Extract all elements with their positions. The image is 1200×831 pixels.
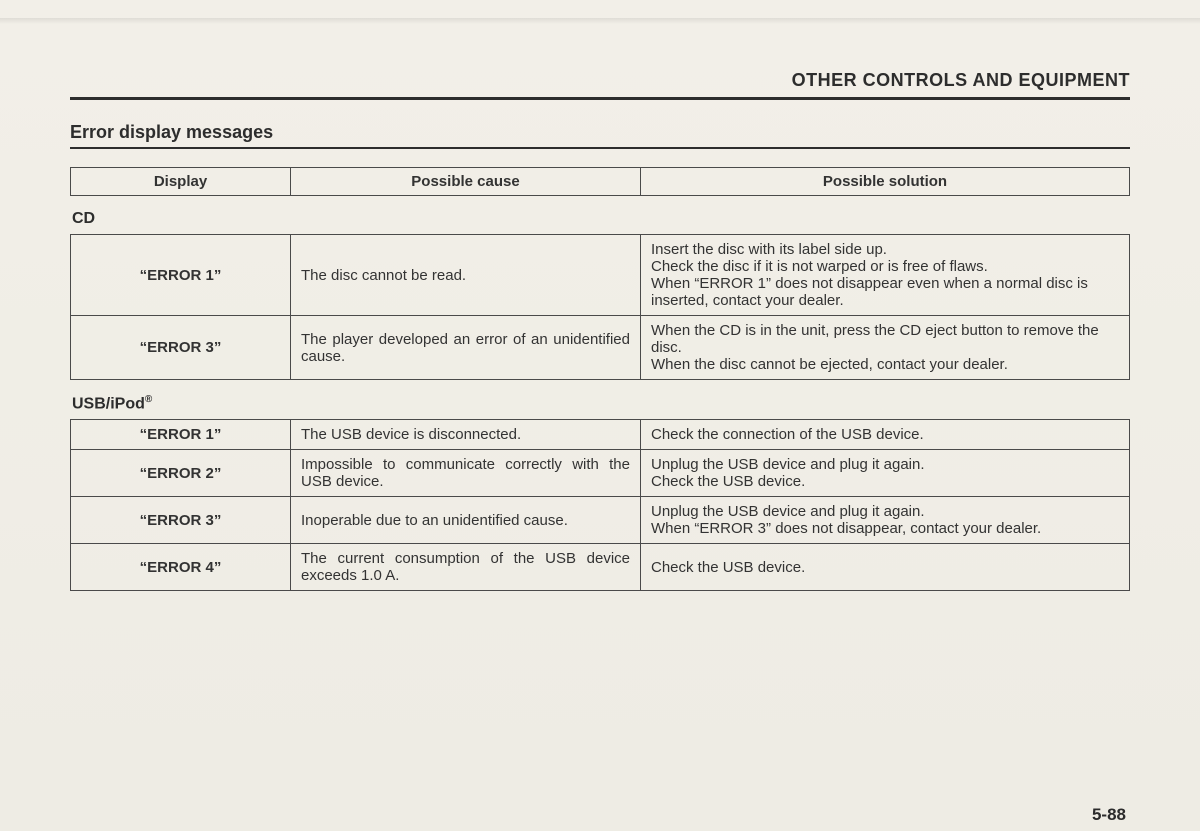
display-cell: “ERROR 4” bbox=[71, 544, 291, 591]
manual-page: OTHER CONTROLS AND EQUIPMENT Error displ… bbox=[0, 0, 1200, 831]
groups-container: CD“ERROR 1”The disc cannot be read.Inser… bbox=[70, 210, 1130, 591]
solution-cell: Insert the disc with its label side up.C… bbox=[641, 235, 1130, 316]
page-number: 5-88 bbox=[1092, 805, 1126, 825]
table-row: “ERROR 1”The disc cannot be read.Insert … bbox=[71, 235, 1130, 316]
display-cell: “ERROR 1” bbox=[71, 235, 291, 316]
solution-cell: When the CD is in the unit, press the CD… bbox=[641, 316, 1130, 380]
col-solution-header: Possible solution bbox=[641, 168, 1130, 196]
error-table: “ERROR 1”The disc cannot be read.Insert … bbox=[70, 234, 1130, 380]
header-rule bbox=[70, 97, 1130, 100]
cause-cell: Impossible to communicate correctly with… bbox=[291, 450, 641, 497]
group-title: CD bbox=[72, 210, 1130, 228]
error-table: “ERROR 1”The USB device is disconnected.… bbox=[70, 419, 1130, 591]
cause-cell: The current consumption of the USB devic… bbox=[291, 544, 641, 591]
table-row: “ERROR 4”The current consumption of the … bbox=[71, 544, 1130, 591]
solution-cell: Unplug the USB device and plug it again.… bbox=[641, 497, 1130, 544]
section-title: Error display messages bbox=[70, 122, 1130, 143]
table-row: “ERROR 2”Impossible to communicate corre… bbox=[71, 450, 1130, 497]
table-row: “ERROR 3”The player developed an error o… bbox=[71, 316, 1130, 380]
table-header-row: Display Possible cause Possible solution bbox=[71, 168, 1130, 196]
table-row: “ERROR 1”The USB device is disconnected.… bbox=[71, 420, 1130, 450]
solution-cell: Check the USB device. bbox=[641, 544, 1130, 591]
cause-cell: The disc cannot be read. bbox=[291, 235, 641, 316]
display-cell: “ERROR 1” bbox=[71, 420, 291, 450]
table-row: “ERROR 3”Inoperable due to an unidentifi… bbox=[71, 497, 1130, 544]
display-cell: “ERROR 3” bbox=[71, 497, 291, 544]
display-cell: “ERROR 2” bbox=[71, 450, 291, 497]
page-header: OTHER CONTROLS AND EQUIPMENT bbox=[70, 70, 1130, 91]
solution-cell: Check the connection of the USB device. bbox=[641, 420, 1130, 450]
cause-cell: The USB device is disconnected. bbox=[291, 420, 641, 450]
col-display-header: Display bbox=[71, 168, 291, 196]
scan-shadow bbox=[0, 18, 1200, 24]
section-rule bbox=[70, 147, 1130, 149]
col-cause-header: Possible cause bbox=[291, 168, 641, 196]
cause-cell: The player developed an error of an unid… bbox=[291, 316, 641, 380]
registered-icon: ® bbox=[145, 394, 152, 405]
cause-cell: Inoperable due to an unidentified cause. bbox=[291, 497, 641, 544]
display-cell: “ERROR 3” bbox=[71, 316, 291, 380]
group-title: USB/iPod® bbox=[72, 394, 1130, 413]
header-table: Display Possible cause Possible solution bbox=[70, 167, 1130, 196]
solution-cell: Unplug the USB device and plug it again.… bbox=[641, 450, 1130, 497]
